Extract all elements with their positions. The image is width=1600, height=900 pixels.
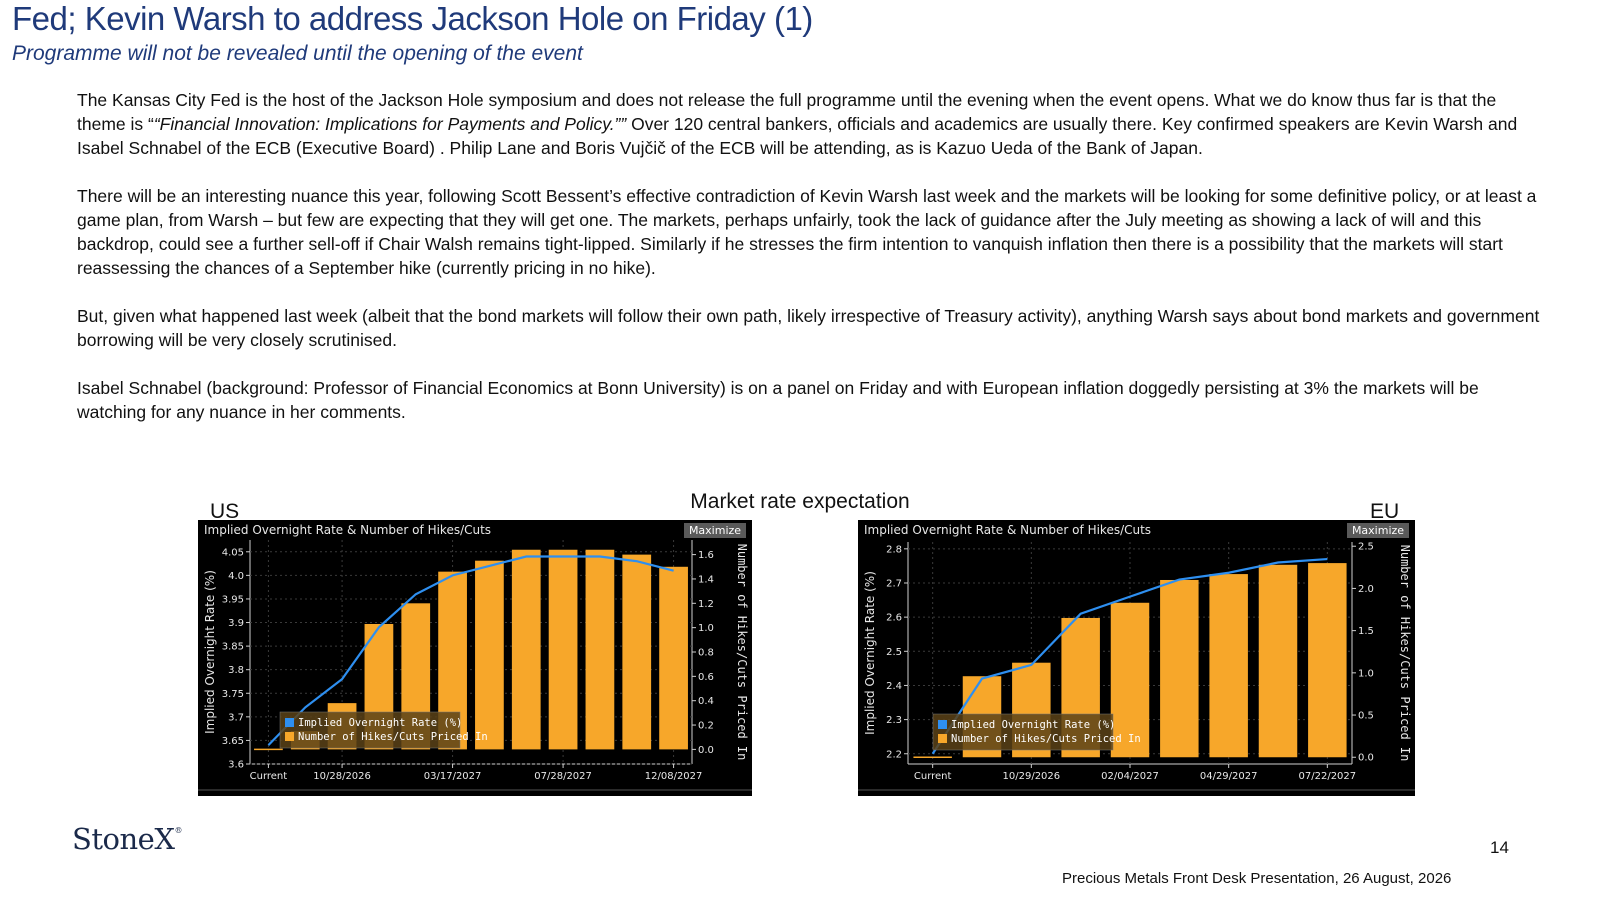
legend-line-label: Implied Overnight Rate (%) (951, 719, 1115, 731)
left-axis-title: Implied Overnight Rate (%) (863, 571, 877, 735)
left-tick-label: 2.2 (886, 749, 902, 760)
paragraph-4: Isabel Schnabel (background: Professor o… (77, 378, 1479, 422)
x-tick-label: 10/29/2026 (1003, 771, 1061, 782)
legend-line-swatch (938, 720, 947, 729)
left-tick-label: 2.6 (886, 613, 902, 624)
eu-rate-chart: Implied Overnight Rate & Number of Hikes… (858, 520, 1415, 796)
rate-line (267, 555, 674, 746)
x-tick-label: 04/29/2027 (1200, 771, 1258, 782)
right-tick-label: 0.5 (1358, 711, 1374, 722)
theme-quote: “Financial Innovation: Implications for … (153, 114, 627, 134)
bar (622, 554, 652, 750)
left-tick-label: 3.65 (222, 736, 244, 747)
left-tick-label: 2.4 (886, 681, 902, 692)
x-tick-label: 07/28/2027 (534, 771, 592, 782)
eu-label: EU (1370, 500, 1400, 523)
left-tick-label: 3.6 (228, 760, 244, 771)
x-tick-label: Current (250, 771, 288, 782)
right-axis-title: Number of Hikes/Cuts Priced In (1398, 545, 1412, 762)
us-rate-chart: Implied Overnight Rate & Number of Hikes… (198, 520, 752, 796)
stonex-logo: StoneX® (72, 822, 182, 856)
left-tick-label: 4.0 (228, 571, 244, 582)
us-label: US (210, 500, 240, 523)
right-tick-label: 0.8 (698, 648, 714, 659)
x-tick-label: 12/08/2027 (645, 771, 703, 782)
bar (1258, 564, 1298, 758)
chart-title: Implied Overnight Rate & Number of Hikes… (204, 523, 491, 537)
legend-box (932, 713, 1114, 751)
left-tick-label: 2.3 (886, 715, 902, 726)
paragraph-1-text: The Kansas City Fed is the host of the J… (77, 90, 1497, 134)
bar (659, 566, 688, 750)
bar (475, 560, 504, 750)
paragraph-1: The Kansas City Fed is the host of the J… (77, 88, 1547, 160)
maximize-button (1347, 523, 1409, 538)
left-tick-label: 2.5 (886, 647, 902, 658)
left-tick-label: 3.9 (228, 618, 244, 629)
chart-svg: Implied Overnight Rate & Number of Hikes… (858, 523, 1415, 791)
right-tick-label: 0.4 (698, 696, 714, 707)
left-tick-label: 3.8 (228, 665, 244, 676)
page-number: 14 (1490, 838, 1509, 857)
chart-title: Implied Overnight Rate & Number of Hikes… (864, 523, 1151, 537)
chart-svg: Implied Overnight Rate & Number of Hikes… (198, 523, 752, 791)
legend-bar-label: Number of Hikes/Cuts Priced In (298, 731, 488, 743)
right-tick-label: 2.0 (1358, 584, 1374, 595)
right-tick-label: 1.4 (698, 574, 714, 585)
right-tick-label: 0.2 (698, 721, 714, 732)
right-tick-label: 1.0 (1358, 668, 1374, 679)
charts-heading: Market rate expectation (690, 490, 910, 513)
legend-bar-swatch (938, 734, 947, 743)
paragraph-2: There will be an interesting nuance this… (77, 186, 1537, 278)
bar (1160, 579, 1199, 758)
right-tick-label: 0.0 (698, 745, 714, 756)
bar (1308, 563, 1347, 758)
left-tick-label: 4.05 (222, 547, 244, 558)
left-tick-label: 2.8 (886, 544, 902, 555)
right-tick-label: 1.0 (698, 623, 714, 634)
bar (1110, 602, 1150, 758)
legend-line-swatch (285, 718, 294, 727)
x-tick-label: Current (914, 771, 952, 782)
bar (548, 549, 578, 750)
right-tick-label: 1.2 (698, 599, 714, 610)
x-tick-label: 10/28/2026 (313, 771, 371, 782)
maximize-button (684, 523, 746, 538)
bar (1209, 574, 1248, 758)
legend-box (279, 711, 461, 749)
right-tick-label: 1.5 (1358, 626, 1374, 637)
maximize-label: Maximize (689, 524, 741, 537)
left-tick-label: 3.95 (222, 594, 244, 605)
bar (511, 549, 541, 750)
slide-subtitle: Programme will not be revealed until the… (12, 42, 583, 65)
bar (585, 549, 615, 750)
slide-title: Fed; Kevin Warsh to address Jackson Hole… (12, 0, 813, 37)
right-tick-label: 1.6 (698, 550, 714, 561)
left-tick-label: 2.7 (886, 578, 902, 589)
paragraph-3: But, given what happened last week (albe… (77, 306, 1540, 350)
x-tick-label: 02/04/2027 (1101, 771, 1159, 782)
right-tick-label: 0.6 (698, 672, 714, 683)
legend-bar-label: Number of Hikes/Cuts Priced In (951, 733, 1141, 745)
right-tick-label: 0.0 (1358, 753, 1374, 764)
left-tick-label: 3.75 (222, 689, 244, 700)
legend-line-label: Implied Overnight Rate (%) (298, 717, 462, 729)
right-tick-label: 2.5 (1358, 542, 1374, 553)
footer-text: Precious Metals Front Desk Presentation,… (1062, 870, 1452, 887)
legend-bar-swatch (285, 732, 294, 741)
paragraph-1-text-cont: Over 120 central bankers, officials and … (77, 114, 1518, 158)
x-tick-label: 03/17/2027 (424, 771, 482, 782)
logo-text: StoneX (72, 822, 175, 856)
maximize-label: Maximize (1352, 524, 1404, 537)
body-text: The Kansas City Fed is the host of the J… (77, 88, 1547, 448)
left-axis-title: Implied Overnight Rate (%) (203, 570, 217, 734)
left-tick-label: 3.85 (222, 642, 244, 653)
left-tick-label: 3.7 (228, 712, 244, 723)
x-tick-label: 07/22/2027 (1299, 771, 1357, 782)
right-axis-title: Number of Hikes/Cuts Priced In (735, 544, 749, 761)
